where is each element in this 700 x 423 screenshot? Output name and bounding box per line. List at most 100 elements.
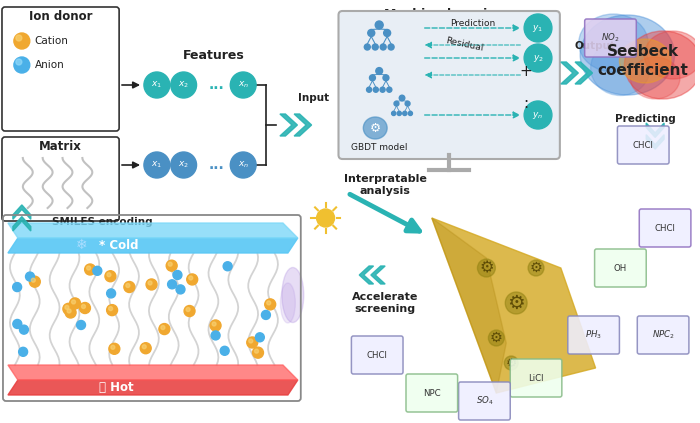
Text: CHCl: CHCl — [654, 223, 675, 233]
Circle shape — [71, 300, 76, 304]
Circle shape — [63, 303, 74, 314]
Text: Input: Input — [298, 93, 329, 103]
Circle shape — [370, 75, 375, 81]
Circle shape — [394, 101, 399, 106]
Circle shape — [69, 298, 80, 309]
Polygon shape — [371, 266, 385, 284]
Text: ⚙: ⚙ — [530, 261, 542, 275]
Ellipse shape — [580, 15, 675, 95]
Polygon shape — [646, 123, 664, 137]
Circle shape — [81, 305, 85, 308]
Text: ⚙: ⚙ — [505, 357, 517, 370]
Text: LiCl: LiCl — [528, 374, 544, 382]
FancyBboxPatch shape — [594, 249, 646, 287]
Circle shape — [109, 343, 120, 354]
Polygon shape — [561, 62, 578, 84]
Circle shape — [375, 21, 383, 29]
Text: $x_2$: $x_2$ — [178, 80, 189, 90]
Circle shape — [265, 299, 276, 310]
FancyBboxPatch shape — [8, 253, 286, 365]
Text: $x_n$: $x_n$ — [237, 160, 248, 170]
Polygon shape — [432, 218, 596, 393]
Circle shape — [391, 111, 395, 115]
Text: $NO_2$: $NO_2$ — [601, 32, 620, 44]
Circle shape — [67, 309, 71, 313]
FancyBboxPatch shape — [2, 7, 119, 131]
Text: ...: ... — [209, 78, 224, 92]
Ellipse shape — [579, 14, 648, 72]
Circle shape — [80, 302, 90, 313]
Circle shape — [16, 35, 22, 41]
Circle shape — [13, 283, 22, 291]
Circle shape — [106, 305, 118, 316]
Polygon shape — [432, 218, 506, 393]
Polygon shape — [280, 114, 298, 136]
Text: $NPC_2$: $NPC_2$ — [652, 329, 675, 341]
Circle shape — [85, 264, 96, 275]
Text: Matrix: Matrix — [39, 140, 82, 153]
Circle shape — [504, 356, 518, 370]
FancyBboxPatch shape — [639, 209, 691, 247]
Circle shape — [405, 101, 410, 106]
Circle shape — [184, 305, 195, 316]
Circle shape — [167, 280, 176, 289]
Text: $y_1$: $y_1$ — [533, 22, 543, 33]
Circle shape — [140, 343, 151, 354]
Text: * Cold: * Cold — [99, 239, 139, 252]
Text: NPC: NPC — [423, 388, 440, 398]
Circle shape — [212, 322, 216, 326]
Circle shape — [171, 152, 197, 178]
Circle shape — [87, 266, 90, 270]
Ellipse shape — [281, 283, 295, 323]
Circle shape — [528, 260, 544, 276]
Polygon shape — [8, 380, 298, 395]
Circle shape — [376, 68, 383, 74]
Text: Anion: Anion — [35, 60, 64, 70]
Ellipse shape — [363, 117, 387, 139]
Circle shape — [380, 87, 385, 92]
Circle shape — [148, 281, 152, 285]
Text: OH: OH — [614, 264, 627, 272]
Polygon shape — [13, 205, 31, 219]
Circle shape — [20, 325, 29, 334]
Circle shape — [111, 345, 115, 349]
Text: $y_2$: $y_2$ — [533, 52, 543, 63]
Text: $x_2$: $x_2$ — [178, 160, 189, 170]
Circle shape — [106, 289, 116, 298]
Text: $x_n$: $x_n$ — [237, 80, 248, 90]
Circle shape — [14, 33, 30, 49]
Circle shape — [144, 72, 169, 98]
Circle shape — [316, 209, 335, 227]
Circle shape — [105, 271, 116, 282]
Text: $y_n$: $y_n$ — [533, 110, 544, 121]
Circle shape — [93, 266, 102, 275]
Circle shape — [25, 272, 34, 281]
FancyBboxPatch shape — [510, 359, 562, 397]
Text: $x_1$: $x_1$ — [151, 80, 162, 90]
Circle shape — [364, 44, 370, 50]
Text: $SO_4$: $SO_4$ — [475, 395, 493, 407]
FancyBboxPatch shape — [351, 336, 403, 374]
Polygon shape — [13, 217, 31, 231]
Circle shape — [373, 87, 379, 92]
Circle shape — [408, 111, 412, 115]
Text: SMILES encoding: SMILES encoding — [52, 217, 152, 227]
Circle shape — [124, 281, 135, 292]
Text: Ion donor: Ion donor — [29, 9, 92, 22]
Circle shape — [144, 152, 169, 178]
Polygon shape — [294, 114, 312, 136]
Polygon shape — [575, 62, 592, 84]
Circle shape — [223, 262, 232, 271]
Text: Prediction: Prediction — [450, 19, 495, 27]
Text: Interpratable
analysis: Interpratable analysis — [344, 174, 426, 196]
Circle shape — [505, 292, 527, 314]
Circle shape — [383, 75, 389, 81]
Text: :: : — [524, 96, 528, 110]
Polygon shape — [8, 223, 298, 238]
FancyBboxPatch shape — [568, 316, 620, 354]
Circle shape — [65, 307, 76, 318]
Circle shape — [210, 320, 221, 331]
Circle shape — [107, 273, 111, 277]
Circle shape — [489, 330, 504, 346]
Circle shape — [142, 345, 146, 349]
